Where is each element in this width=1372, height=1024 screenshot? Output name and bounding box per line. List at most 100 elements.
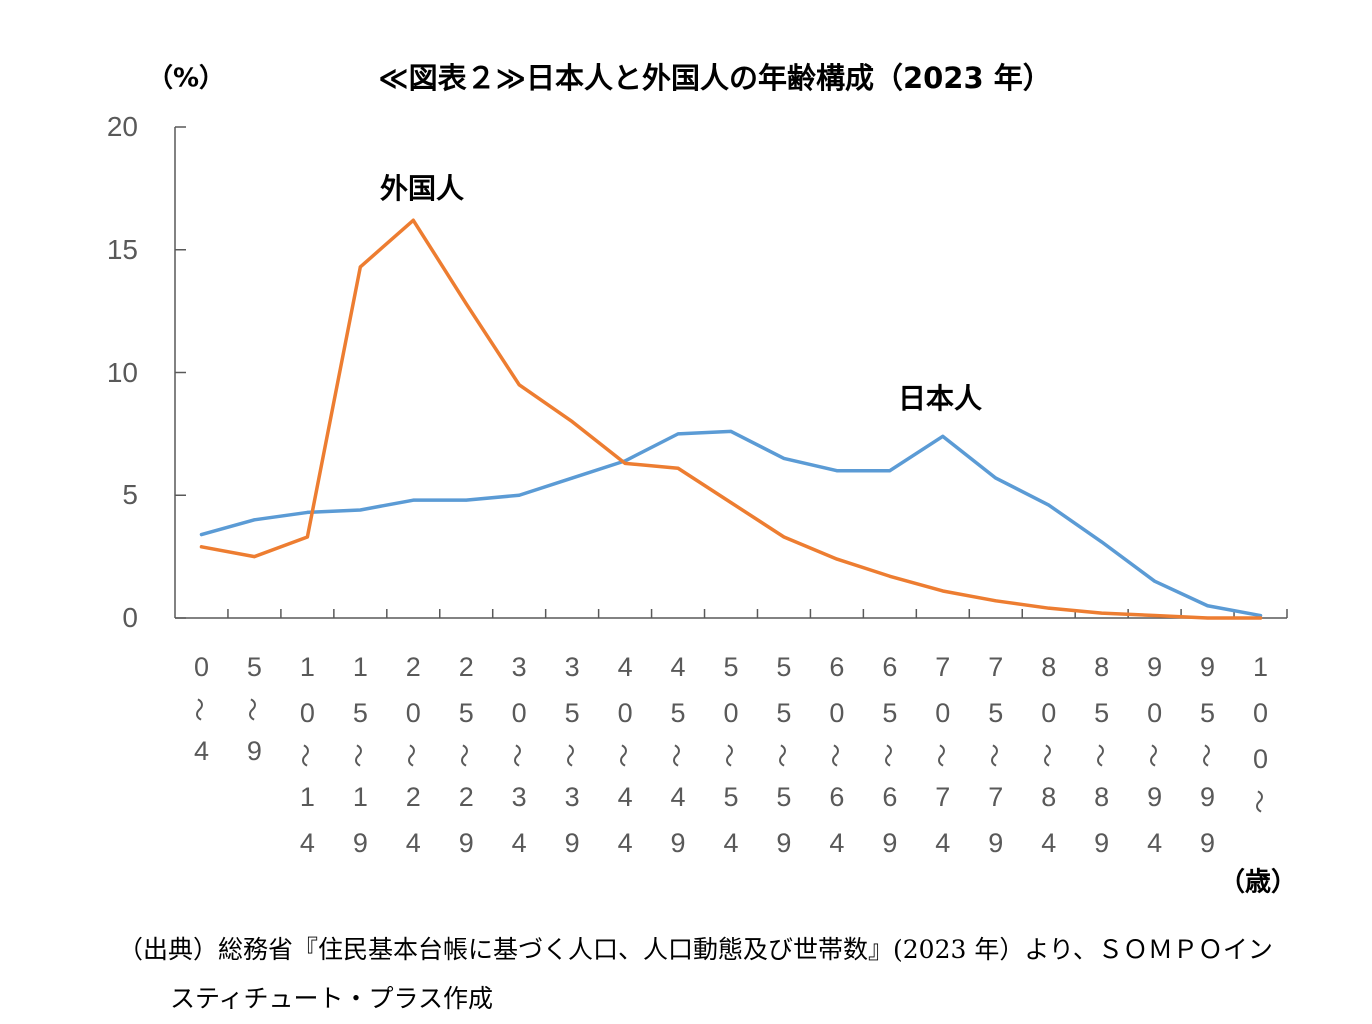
x-tick-label: 5 0 ～ 5 4 bbox=[711, 644, 751, 866]
x-tick-label-char: 3 bbox=[564, 652, 580, 682]
y-axis-ticks bbox=[175, 126, 186, 619]
x-tick-label-char: 4 bbox=[193, 736, 209, 766]
data-point-japanese bbox=[782, 456, 786, 460]
data-point-japanese bbox=[517, 493, 521, 497]
x-tick-label-char: 2 bbox=[458, 782, 474, 812]
data-point-foreign bbox=[517, 383, 521, 387]
x-tick-label-char: 5 bbox=[776, 698, 792, 728]
x-tick-label-char: 0 bbox=[829, 698, 845, 728]
x-tick-label-wave: ～ bbox=[714, 743, 742, 767]
x-tick-label-char: 0 bbox=[511, 698, 527, 728]
x-tick-label-wave: ～ bbox=[502, 743, 530, 767]
data-point-foreign bbox=[1047, 606, 1051, 610]
x-tick-label-char: 4 bbox=[1041, 828, 1057, 858]
x-tick-label: 1 0 0 ～ bbox=[1241, 644, 1281, 820]
x-tick-label-char: 9 bbox=[1094, 828, 1110, 858]
x-tick-label-wave: ～ bbox=[820, 743, 848, 767]
x-tick-label-char: 0 bbox=[1147, 698, 1163, 728]
data-point-foreign bbox=[676, 466, 680, 470]
x-tick-label-char: 5 bbox=[882, 698, 898, 728]
x-tick-label: 7 5 ～ 7 9 bbox=[976, 644, 1016, 866]
data-point-japanese bbox=[411, 498, 415, 502]
data-point-foreign bbox=[464, 302, 468, 306]
data-point-japanese bbox=[305, 510, 309, 514]
x-tick-label-wave: ～ bbox=[290, 743, 318, 767]
x-tick-label-char: 9 bbox=[776, 828, 792, 858]
x-tick-label-char: 1 bbox=[352, 652, 368, 682]
x-tick-label-wave: ～ bbox=[1191, 743, 1219, 767]
data-point-foreign bbox=[411, 218, 415, 222]
x-tick-label: 8 0 ～ 8 4 bbox=[1029, 644, 1069, 866]
x-tick-label-char: 4 bbox=[670, 782, 686, 812]
x-tick-label: 6 5 ～ 6 9 bbox=[870, 644, 910, 866]
data-point-foreign bbox=[623, 461, 627, 465]
x-tick-label-char: 4 bbox=[299, 828, 315, 858]
data-point-foreign bbox=[994, 599, 998, 603]
x-tick-label-char: 4 bbox=[405, 828, 421, 858]
x-tick-label-char: 0 bbox=[299, 698, 315, 728]
x-tick-label-char: 9 bbox=[458, 828, 474, 858]
x-tick-label-char: 9 bbox=[1200, 828, 1216, 858]
x-tick-label-char: 5 bbox=[458, 698, 474, 728]
x-tick-label-char: 5 bbox=[776, 782, 792, 812]
data-point-japanese bbox=[835, 469, 839, 473]
series-line-japanese bbox=[199, 429, 1263, 618]
x-tick-label-wave: ～ bbox=[1032, 743, 1060, 767]
data-point-japanese bbox=[941, 434, 945, 438]
x-tick-label-char: 1 bbox=[352, 782, 368, 812]
x-tick-label-char: 5 bbox=[723, 782, 739, 812]
data-point-japanese bbox=[676, 432, 680, 436]
data-point-foreign bbox=[941, 589, 945, 593]
chart-title: ≪図表２≫日本人と外国人の年齢構成（2023 年） bbox=[378, 61, 1052, 95]
x-tick-label-char: 8 bbox=[1094, 782, 1110, 812]
x-tick-label-char: 7 bbox=[935, 782, 951, 812]
data-point-japanese bbox=[1153, 579, 1157, 583]
x-tick-label: 6 0 ～ 6 4 bbox=[817, 644, 857, 866]
data-point-foreign bbox=[252, 555, 256, 559]
data-point-foreign bbox=[305, 535, 309, 539]
x-tick-label-char: 6 bbox=[829, 652, 845, 682]
x-tick-label-char: 0 bbox=[617, 698, 633, 728]
x-tick-label-wave: ～ bbox=[926, 743, 954, 767]
x-tick-label-char: 5 bbox=[670, 698, 686, 728]
x-tick-label-char: 9 bbox=[1200, 782, 1216, 812]
y-tick-label: 20 bbox=[106, 111, 138, 142]
x-tick-label-wave: ～ bbox=[608, 743, 636, 767]
x-tick-label: 2 0 ～ 2 4 bbox=[393, 644, 433, 866]
data-point-japanese bbox=[994, 476, 998, 480]
x-tick-label-char: 8 bbox=[1041, 782, 1057, 812]
x-tick-label-char: 9 bbox=[246, 736, 262, 766]
data-point-foreign bbox=[782, 535, 786, 539]
x-tick-label-char: 9 bbox=[1147, 782, 1163, 812]
x-tick-label-char: 7 bbox=[935, 652, 951, 682]
x-tick-label-wave: ～ bbox=[1138, 743, 1166, 767]
x-tick-label-char: 9 bbox=[564, 828, 580, 858]
x-tick-label-char: 2 bbox=[458, 652, 474, 682]
x-tick-label-char: 5 bbox=[1200, 698, 1216, 728]
data-point-japanese bbox=[729, 429, 733, 433]
data-point-japanese bbox=[570, 476, 574, 480]
data-point-foreign bbox=[1206, 616, 1210, 620]
x-tick-label-char: 0 bbox=[723, 698, 739, 728]
x-tick-label-char: 5 bbox=[1094, 698, 1110, 728]
y-tick-label: 10 bbox=[106, 356, 138, 388]
x-tick-label-char: 0 bbox=[935, 698, 951, 728]
x-tick-label-char: 0 bbox=[193, 652, 209, 682]
source-note-line-2: スティチュート・プラス作成 bbox=[170, 984, 494, 1013]
x-tick-label-wave: ～ bbox=[979, 743, 1007, 767]
x-tick-label-wave: ～ bbox=[1244, 789, 1272, 813]
series-points-foreign bbox=[199, 218, 1263, 620]
x-tick-label-char: 0 bbox=[1253, 744, 1269, 774]
x-tick-label-char: 7 bbox=[988, 782, 1004, 812]
y-tick-label: 15 bbox=[106, 233, 138, 265]
x-tick-label: 1 0 ～ 1 4 bbox=[287, 644, 327, 866]
x-tick-label-char: 2 bbox=[405, 652, 421, 682]
x-tick-label: 3 5 ～ 3 9 bbox=[552, 644, 592, 866]
x-axis-unit-label: （歳） bbox=[1218, 867, 1298, 898]
x-tick-label-char: 5 bbox=[246, 652, 262, 682]
x-tick-label-char: 5 bbox=[352, 698, 368, 728]
data-point-japanese bbox=[1206, 604, 1210, 608]
x-tick-label-char: 4 bbox=[617, 782, 633, 812]
x-tick-label: 1 5 ～ 1 9 bbox=[340, 644, 380, 866]
